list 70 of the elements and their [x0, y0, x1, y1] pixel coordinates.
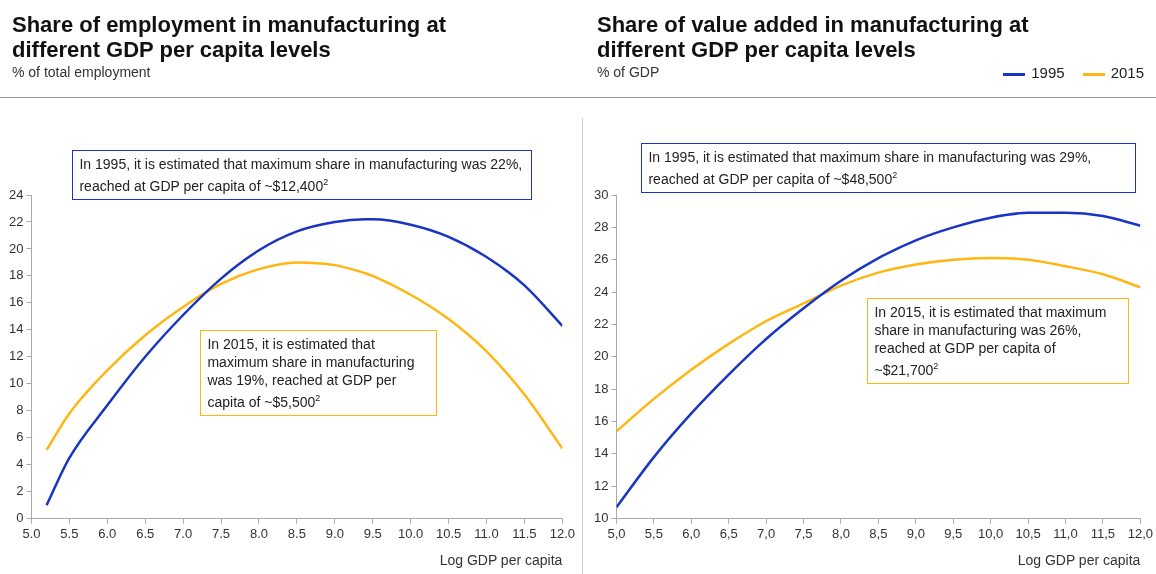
x-tick-label: 8.5 — [287, 525, 306, 541]
x-tick-label: 7.0 — [174, 525, 193, 541]
x-tick-label: 5.5 — [60, 525, 79, 541]
x-tick-label: 6.5 — [136, 525, 155, 541]
y-tick-label: 24 — [593, 283, 609, 299]
x-tick-label: 5,5 — [644, 525, 663, 541]
x-tick-label: 9.5 — [363, 525, 382, 541]
y-tick-label: 22 — [593, 316, 609, 332]
x-tick-label: 10,0 — [978, 525, 1004, 541]
y-tick-label: 4 — [16, 456, 24, 472]
x-tick-label: 7,0 — [757, 525, 776, 541]
y-tick-label: 18 — [8, 267, 24, 283]
line-series — [616, 211, 1141, 509]
y-tick-label: 14 — [8, 321, 24, 337]
x-tick-label: 9,5 — [944, 525, 963, 541]
x-tick-label: 11.0 — [474, 525, 499, 541]
x-tick-label: 11,5 — [1090, 525, 1116, 541]
x-axis-title: Log GDP per capita — [1017, 552, 1141, 569]
y-tick-label: 28 — [593, 218, 609, 234]
y-tick-label: 12 — [8, 348, 24, 364]
x-tick-label: 6,5 — [719, 525, 738, 541]
x-tick-label: 10.0 — [398, 525, 424, 541]
chart-subtitle: % of GDP — [597, 64, 660, 80]
x-tick-label: 11.5 — [512, 525, 537, 541]
line-series — [616, 256, 1141, 433]
y-tick-label: 0 — [16, 510, 24, 526]
y-tick-label: 24 — [8, 186, 24, 202]
y-tick-label: 6 — [16, 429, 24, 445]
line-series — [45, 261, 563, 452]
text: In 1995, it is estimated that maximum share in manufacturing was 29%, reached at GDP per capita of ~$48,500$^{2}$ — [641, 143, 1137, 193]
text: In 1995, it is estimated that maximum share in manufacturing was 22%, reached at GDP per capita of ~$12,400$^{2}$ — [72, 150, 533, 200]
x-tick-label: 6.0 — [98, 525, 117, 541]
y-tick-label: 10 — [8, 375, 24, 391]
y-tick-label: 18 — [593, 380, 609, 396]
annotation: In 2015, it is estimated that maximum share in manufacturing was 26%, reached at GDP per capita of ~$21,700$^{2}$ — [867, 298, 1130, 384]
chart-subtitle: % of total employment — [12, 64, 152, 80]
y-tick-label: 26 — [593, 251, 609, 267]
y-tick-label: 14 — [593, 445, 609, 461]
legend-label: 2015 — [1109, 64, 1144, 81]
x-tick-label: 5.0 — [22, 525, 41, 541]
x-tick-label: 10,5 — [1015, 525, 1041, 541]
x-tick-label: 8.0 — [249, 525, 269, 541]
y-tick-label: 12 — [593, 477, 609, 493]
x-tick-label: 7,5 — [794, 525, 813, 541]
x-tick-label: 11,0 — [1053, 525, 1078, 541]
y-tick-label: 8 — [16, 402, 24, 418]
y-tick-label: 10 — [593, 510, 609, 526]
x-tick-label: 10.5 — [435, 525, 462, 541]
x-tick-label: 12,0 — [1127, 525, 1154, 541]
chart-title: Share of value added in manufacturing at different GDP per capita levels — [597, 12, 1030, 62]
x-tick-label: 9.0 — [325, 525, 344, 541]
x-tick-label: 7.5 — [212, 525, 231, 541]
y-tick-label: 16 — [8, 294, 24, 310]
x-tick-label: 12.0 — [549, 525, 576, 541]
x-tick-label: 5,0 — [607, 525, 626, 541]
y-tick-label: 20 — [593, 348, 609, 364]
y-tick-label: 16 — [593, 413, 609, 429]
legend-label: 1995 — [1030, 64, 1065, 81]
x-tick-label: 8,5 — [869, 525, 888, 541]
y-tick-label: 22 — [8, 213, 24, 229]
x-tick-label: 8,0 — [831, 525, 851, 541]
y-tick-label: 2 — [16, 483, 24, 499]
x-tick-label: 6,0 — [682, 525, 701, 541]
chart-title: Share of employment in manufacturing at different GDP per capita levels — [12, 12, 447, 62]
y-tick-label: 30 — [593, 186, 609, 202]
annotation: In 2015, it is estimated that maximum share in manufacturing was 19%, reached at GDP per capita of ~$5,500$^{2}$ — [200, 330, 438, 416]
y-tick-label: 20 — [8, 240, 24, 256]
x-axis-title: Log GDP per capita — [439, 552, 563, 569]
x-tick-label: 9,0 — [906, 525, 925, 541]
line-series — [45, 218, 563, 507]
